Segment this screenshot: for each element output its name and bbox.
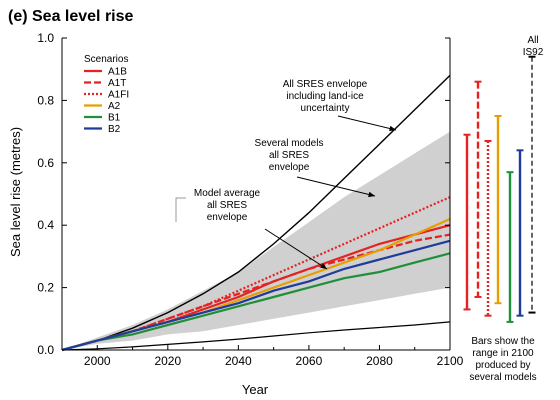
annotation-arrow: [337, 115, 397, 132]
legend-title: Scenarios: [84, 54, 128, 65]
bracket-mark: [175, 197, 186, 222]
annotation-text: All: [527, 35, 538, 46]
x-tick-label: 2100: [437, 354, 464, 368]
annotation-text: IS92: [523, 47, 544, 58]
range-bar-all-is92: [528, 55, 536, 314]
range-bar-a1fi: [484, 139, 492, 317]
envelope-all-sres-upper-line: [61, 74, 451, 351]
arrow-shaft: [264, 228, 328, 270]
envelopes-layer: [61, 74, 451, 351]
annotation-text: including land-ice: [286, 91, 364, 102]
chart-title: (e) Sea level rise: [8, 8, 134, 25]
range-bar-a1t: [474, 80, 482, 298]
annotation-text: envelope: [207, 212, 248, 223]
annotation-arrow: [296, 176, 376, 198]
range-bar-b1: [506, 171, 514, 323]
arrow-shaft: [296, 176, 376, 197]
legend-label-a2: A2: [108, 101, 121, 112]
y-tick-label: 0.8: [37, 93, 54, 107]
legend-label-b2: B2: [108, 124, 121, 135]
legend-label-a1b: A1B: [108, 67, 127, 78]
range-bar-a1b: [463, 133, 471, 311]
x-axis-label: Year: [242, 382, 269, 397]
y-tick-label: 0.4: [37, 218, 54, 232]
y-tick-label: 1.0: [37, 31, 54, 45]
annotation-text: envelope: [269, 162, 310, 173]
arrow-head: [320, 263, 327, 269]
legend-label-a1t: A1T: [108, 78, 126, 89]
range-bar-b2: [516, 149, 524, 317]
annotation-arrow: [264, 228, 328, 270]
y-tick-label: 0.0: [37, 343, 54, 357]
annotation-text: all SRES: [269, 150, 309, 161]
envelope-several-models-area: [62, 131, 450, 350]
range-bar-a2: [494, 115, 502, 305]
annotation-text: several models: [469, 372, 536, 383]
x-tick-label: 2060: [296, 354, 323, 368]
series-layer: [61, 196, 451, 352]
arrow-head: [389, 125, 396, 132]
axes-layer: 0.0 0.2 0.4 0.6 0.8 1.0 2000 2020 2040 2060 2080 21…: [37, 31, 463, 368]
legend-label-a1fi: A1FI: [108, 90, 129, 101]
range-bars-layer: [463, 55, 536, 323]
y-axis-label: Sea level rise (metres): [8, 127, 23, 257]
x-tick-label: 2080: [366, 354, 393, 368]
x-tick-label: 2040: [225, 354, 252, 368]
envelope-all-sres-lower-line: [61, 321, 451, 351]
y-tick-label: 0.6: [37, 156, 54, 170]
annotation-text: range in 2100: [472, 348, 534, 359]
arrow-head: [368, 191, 375, 198]
y-tick-label: 0.2: [37, 281, 54, 295]
annotation-text: All SRES envelope: [283, 79, 368, 90]
annotation-text: uncertainty: [301, 103, 350, 114]
annotation-text: Bars show the: [471, 336, 535, 347]
x-tick-label: 2020: [154, 354, 181, 368]
annotation-text: all SRES: [207, 200, 247, 211]
arrow-shaft: [337, 115, 397, 131]
annotation-text: Model average: [194, 188, 261, 199]
annotation-text: Several models: [255, 138, 324, 149]
legend-label-b1: B1: [108, 113, 121, 124]
series-line-a1fi: [61, 196, 451, 352]
annotation-text: produced by: [475, 360, 530, 371]
series-line-b2: [61, 239, 451, 352]
x-tick-label: 2000: [84, 354, 111, 368]
series-line-b1: [61, 252, 451, 352]
